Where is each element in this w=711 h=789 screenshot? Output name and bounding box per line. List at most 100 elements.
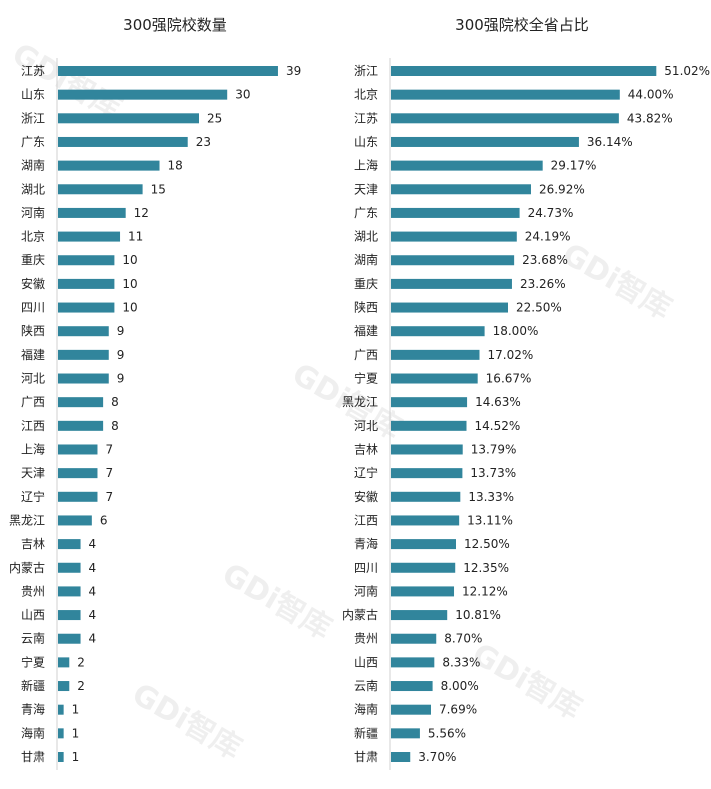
value-label: 4 xyxy=(89,561,97,575)
watermark: GDi智库 xyxy=(126,677,247,767)
category-label: 广东 xyxy=(354,206,378,220)
bar xyxy=(58,66,278,76)
category-label: 福建 xyxy=(354,323,378,338)
bar xyxy=(391,278,512,289)
value-label: 4 xyxy=(89,608,97,622)
category-label: 湖南 xyxy=(21,158,45,173)
category-label: 上海 xyxy=(354,158,378,173)
value-label: 9 xyxy=(117,372,125,386)
value-label: 16.67% xyxy=(486,372,532,386)
bar xyxy=(58,326,109,337)
category-label: 浙江 xyxy=(21,111,45,125)
value-label: 2 xyxy=(77,679,85,693)
bar xyxy=(391,66,657,76)
bar xyxy=(58,539,81,550)
category-label: 新疆 xyxy=(21,678,45,693)
category-label: 山东 xyxy=(354,135,378,149)
bar xyxy=(58,444,98,455)
bar xyxy=(58,184,143,195)
value-label: 18.00% xyxy=(493,324,539,338)
category-label: 北京 xyxy=(354,88,378,102)
category-label: 广西 xyxy=(354,348,378,362)
value-label: 12.12% xyxy=(462,584,508,598)
category-label: 辽宁 xyxy=(21,489,45,504)
value-label: 7 xyxy=(105,466,113,480)
bar xyxy=(58,610,81,621)
bar xyxy=(58,704,64,715)
bar xyxy=(391,255,515,266)
category-label: 山东 xyxy=(21,88,45,102)
category-label: 湖北 xyxy=(21,181,45,196)
value-label: 1 xyxy=(72,703,80,717)
category-label: 海南 xyxy=(354,702,378,717)
bar xyxy=(391,491,461,502)
bar xyxy=(58,113,199,124)
category-label: 青海 xyxy=(354,536,378,551)
bar xyxy=(58,657,70,668)
bar xyxy=(58,278,115,289)
category-label: 辽宁 xyxy=(354,465,378,480)
bar xyxy=(58,160,160,171)
category-label: 浙江 xyxy=(354,64,378,78)
category-label: 吉林 xyxy=(354,442,378,456)
value-label: 22.50% xyxy=(516,301,562,315)
value-label: 6 xyxy=(100,513,108,527)
bar xyxy=(58,302,115,313)
value-label: 8 xyxy=(111,419,119,433)
value-label: 24.19% xyxy=(525,230,571,244)
category-label: 江西 xyxy=(21,419,45,433)
category-label: 河北 xyxy=(21,372,45,386)
category-label: 北京 xyxy=(21,230,45,244)
value-label: 36.14% xyxy=(587,135,633,149)
category-label: 黑龙江 xyxy=(9,513,45,527)
value-label: 15 xyxy=(151,182,166,196)
value-label: 13.33% xyxy=(468,490,514,504)
value-label: 4 xyxy=(89,537,97,551)
bar xyxy=(391,633,437,644)
category-label: 四川 xyxy=(21,301,45,315)
category-label: 广西 xyxy=(21,395,45,409)
bar xyxy=(58,349,109,360)
category-label: 云南 xyxy=(21,631,45,646)
value-label: 4 xyxy=(89,584,97,598)
bar xyxy=(58,373,109,384)
value-label: 10 xyxy=(122,301,137,315)
category-label: 甘肃 xyxy=(21,750,45,764)
bar xyxy=(391,373,478,384)
bar xyxy=(391,681,433,692)
category-label: 湖南 xyxy=(354,252,378,267)
bar xyxy=(391,113,619,124)
value-label: 17.02% xyxy=(488,348,534,362)
value-label: 24.73% xyxy=(528,206,574,220)
category-label: 天津 xyxy=(354,182,378,196)
bar xyxy=(391,657,435,668)
value-label: 25 xyxy=(207,111,222,125)
value-label: 1 xyxy=(72,726,80,740)
category-label: 河南 xyxy=(354,583,378,598)
value-label: 1 xyxy=(72,750,80,764)
bar xyxy=(391,231,517,242)
value-label: 10.81% xyxy=(455,608,501,622)
bar xyxy=(391,160,543,171)
bar xyxy=(391,752,411,762)
category-label: 陕西 xyxy=(354,300,378,315)
value-label: 12 xyxy=(134,206,149,220)
category-label: 江西 xyxy=(354,513,378,527)
category-label: 黑龙江 xyxy=(342,395,378,409)
value-label: 11 xyxy=(128,230,143,244)
value-label: 9 xyxy=(117,348,125,362)
bar xyxy=(391,420,467,431)
value-label: 8.00% xyxy=(441,679,479,693)
value-label: 7 xyxy=(105,442,113,456)
category-label: 重庆 xyxy=(21,253,45,267)
value-label: 12.35% xyxy=(463,561,509,575)
category-label: 陕西 xyxy=(21,323,45,338)
value-label: 30 xyxy=(235,88,250,102)
bar xyxy=(58,468,98,479)
value-label: 29.17% xyxy=(551,159,597,173)
bar xyxy=(391,89,620,100)
bar xyxy=(391,207,520,218)
bar xyxy=(58,491,98,502)
value-label: 8.70% xyxy=(444,632,482,646)
